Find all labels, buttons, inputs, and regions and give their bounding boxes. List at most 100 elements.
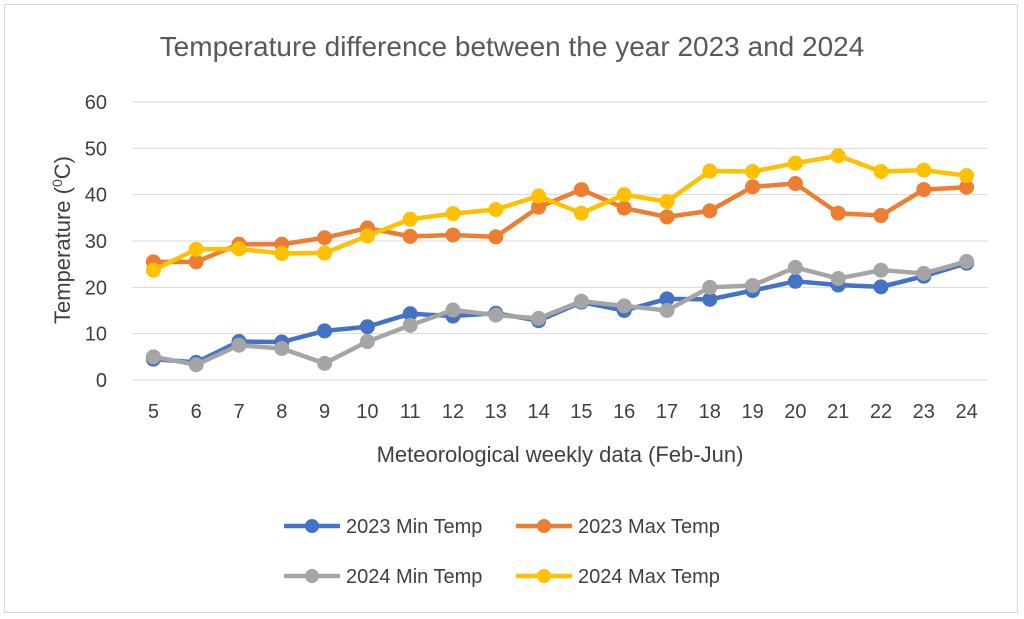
x-tick-label: 8 bbox=[276, 401, 287, 423]
y-axis-label-main: Temperature ( bbox=[50, 186, 75, 324]
legend-label: 2023 Max Temp bbox=[578, 516, 720, 538]
data-point bbox=[359, 228, 375, 244]
x-tick-labels: 5 6 7 8 9 10 11 12 13 14 15 16 17 18 19 20 21 22 23 24 bbox=[148, 401, 978, 423]
data-point bbox=[402, 211, 418, 227]
legend-label: 2023 Min Temp bbox=[346, 516, 482, 538]
data-point bbox=[787, 259, 803, 275]
data-point bbox=[787, 155, 803, 171]
y-tick-label: 40 bbox=[85, 185, 107, 207]
data-point bbox=[959, 168, 975, 184]
x-tick-label: 23 bbox=[913, 401, 935, 423]
data-point bbox=[616, 298, 632, 314]
legend-item: 2024 Max Temp bbox=[516, 566, 720, 588]
y-tick-label: 60 bbox=[85, 92, 107, 114]
data-point bbox=[488, 229, 504, 245]
legend-item: 2023 Min Temp bbox=[284, 516, 482, 538]
data-point bbox=[231, 241, 247, 257]
x-tick-label: 10 bbox=[356, 401, 378, 423]
data-point bbox=[659, 194, 675, 210]
data-point bbox=[317, 245, 333, 261]
x-tick-label: 18 bbox=[699, 401, 721, 423]
series-2023-max-temp bbox=[145, 176, 975, 270]
data-point bbox=[317, 355, 333, 371]
data-point bbox=[830, 271, 846, 287]
data-point bbox=[188, 241, 204, 257]
legend-marker bbox=[305, 519, 319, 533]
legend-marker bbox=[305, 569, 319, 583]
data-point bbox=[873, 279, 889, 295]
series-2024-max-temp bbox=[145, 148, 975, 278]
x-tick-label: 6 bbox=[191, 401, 202, 423]
data-point bbox=[573, 293, 589, 309]
data-point bbox=[745, 179, 761, 195]
data-point bbox=[702, 279, 718, 295]
data-point bbox=[745, 164, 761, 179]
x-tick-label: 11 bbox=[400, 401, 421, 423]
data-point bbox=[359, 334, 375, 350]
x-tick-label: 20 bbox=[784, 401, 806, 423]
legend: 2023 Min Temp 2023 Max Temp 2024 Min Temp 2… bbox=[284, 516, 720, 588]
data-point bbox=[959, 253, 975, 269]
data-point bbox=[659, 303, 675, 318]
y-axis-label-superscript: 0 bbox=[49, 179, 65, 187]
x-tick-label: 9 bbox=[319, 401, 330, 423]
data-point bbox=[488, 307, 504, 323]
data-point bbox=[445, 206, 461, 222]
data-point bbox=[702, 203, 718, 219]
y-tick-label: 20 bbox=[85, 277, 107, 299]
x-tick-label: 15 bbox=[570, 401, 592, 423]
data-point bbox=[531, 188, 547, 204]
data-point bbox=[488, 201, 504, 217]
x-tick-label: 22 bbox=[870, 401, 892, 423]
data-point bbox=[231, 337, 247, 353]
y-tick-label: 10 bbox=[85, 324, 107, 346]
data-point bbox=[916, 162, 932, 178]
data-point bbox=[274, 340, 290, 356]
x-tick-label: 12 bbox=[442, 401, 464, 423]
data-point bbox=[573, 182, 589, 198]
data-point bbox=[659, 209, 675, 225]
data-point bbox=[188, 254, 204, 270]
data-point bbox=[317, 230, 333, 246]
y-tick-label: 30 bbox=[85, 231, 107, 253]
legend-item: 2023 Max Temp bbox=[516, 516, 720, 538]
data-point bbox=[745, 277, 761, 293]
y-tick-labels: 0 10 20 30 40 50 60 bbox=[85, 92, 107, 392]
data-point bbox=[145, 262, 161, 278]
data-point bbox=[188, 357, 204, 373]
y-axis-label-tail: C) bbox=[50, 156, 75, 179]
data-point bbox=[916, 265, 932, 281]
series-2023-min-temp bbox=[145, 255, 975, 370]
data-point bbox=[402, 317, 418, 333]
y-tick-label: 0 bbox=[96, 370, 107, 392]
data-point bbox=[873, 262, 889, 278]
data-point bbox=[402, 228, 418, 244]
y-tick-label: 50 bbox=[85, 138, 107, 160]
data-point bbox=[616, 187, 632, 203]
x-tick-label: 13 bbox=[485, 401, 507, 423]
data-point bbox=[916, 182, 932, 198]
data-point bbox=[145, 349, 161, 365]
x-tick-label: 16 bbox=[613, 401, 635, 423]
legend-marker bbox=[537, 519, 551, 533]
series-2024-min-temp bbox=[145, 253, 975, 373]
data-point bbox=[531, 310, 547, 326]
gridlines bbox=[132, 101, 988, 381]
data-point bbox=[830, 148, 846, 164]
x-tick-label: 17 bbox=[656, 401, 678, 423]
legend-label: 2024 Max Temp bbox=[578, 566, 720, 588]
data-point bbox=[787, 176, 803, 192]
chart-title: Temperature difference between the year … bbox=[160, 31, 865, 62]
data-point bbox=[274, 246, 290, 262]
data-point bbox=[445, 227, 461, 243]
data-point bbox=[573, 205, 589, 221]
x-tick-label: 21 bbox=[827, 401, 849, 423]
data-point bbox=[445, 302, 461, 318]
series-group bbox=[145, 148, 975, 373]
data-point bbox=[702, 163, 718, 179]
x-tick-label: 5 bbox=[148, 401, 159, 423]
legend-item: 2024 Min Temp bbox=[284, 566, 482, 588]
x-tick-label: 7 bbox=[233, 401, 244, 423]
x-axis-label: Meteorological weekly data (Feb-Jun) bbox=[377, 442, 744, 467]
